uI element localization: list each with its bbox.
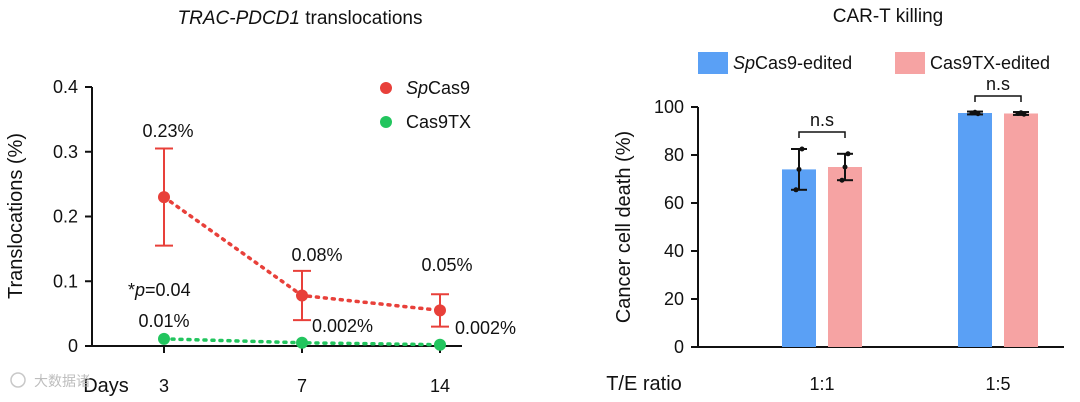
spcas9-point <box>296 289 308 302</box>
left-series <box>155 147 449 351</box>
spcas9-edited-data-point <box>796 166 802 172</box>
right-y-tick-label: 40 <box>664 241 684 261</box>
right-y-tick-label: 80 <box>664 145 684 165</box>
cas9tx-edited-bar <box>828 167 862 347</box>
left-y-tick-label: 0.3 <box>53 142 78 162</box>
right-chart-title: CAR-T killing <box>833 6 944 27</box>
right-y-ticks: 0 20 40 60 80 100 <box>654 97 698 357</box>
left-chart-title: TRAC-PDCD1 translocations <box>178 8 423 29</box>
right-x-label: T/E ratio <box>606 373 682 395</box>
cas9tx-point <box>434 338 446 351</box>
right-x-tick-label: 1:1 <box>809 374 834 394</box>
legend-spcas9-edited-label: SpCas9-edited <box>733 53 852 73</box>
watermark: 大数据诸 <box>10 372 90 389</box>
spcas9-edited-bar <box>782 169 816 347</box>
left-x-tick-label: 7 <box>297 376 307 396</box>
cas9tx-edited-bar <box>1004 113 1038 347</box>
spcas9-edited-data-point <box>975 111 981 117</box>
watermark-logo-icon <box>10 372 26 388</box>
significance-brackets: n.s n.s <box>798 74 1022 138</box>
significance-label: n.s <box>810 110 834 130</box>
legend-cas9tx-edited-label: Cas9TX-edited <box>930 53 1050 73</box>
data-label: 0.23% <box>142 121 193 141</box>
spcas9-point <box>158 191 170 204</box>
right-y-tick-label: 100 <box>654 97 684 117</box>
left-y-tick-label: 0.2 <box>53 207 78 227</box>
legend-cas9tx-label: Cas9TX <box>406 112 471 132</box>
left-y-label: Translocations (%) <box>5 133 27 299</box>
right-y-label: Cancer cell death (%) <box>613 131 635 323</box>
p-value-annotation: *p=0.04 <box>128 280 191 300</box>
cas9tx-edited-data-point <box>839 177 845 183</box>
significance-bracket <box>974 95 1022 102</box>
right-x-tick-label: 1:5 <box>985 374 1010 394</box>
cas9tx-edited-data-point <box>842 164 848 170</box>
right-y-tick-label: 60 <box>664 193 684 213</box>
spcas9-point <box>434 304 446 317</box>
right-legend: SpCas9-edited Cas9TX-edited <box>698 52 1050 74</box>
data-label: 0.002% <box>312 316 373 336</box>
left-x-ticks: 3 7 14 <box>159 346 450 396</box>
data-label: 0.002% <box>455 318 516 338</box>
left-y-ticks: 0 0.1 0.2 0.3 0.4 <box>53 77 92 356</box>
left-y-tick-label: 0 <box>68 336 78 356</box>
left-data-labels: 0.23% 0.08% 0.05% 0.01% 0.002% 0.002% <box>138 121 516 338</box>
right-x-ticks: 1:1 1:5 <box>809 374 1010 394</box>
right-bars <box>782 109 1038 347</box>
significance-bracket <box>798 131 846 138</box>
left-legend: SpCas9 Cas9TX <box>380 78 471 132</box>
data-label: 0.01% <box>138 311 189 331</box>
left-y-tick-label: 0.4 <box>53 77 78 97</box>
legend-spcas9-marker <box>380 82 392 94</box>
cas9tx-edited-data-point <box>1021 111 1027 117</box>
left-y-tick-label: 0.1 <box>53 271 78 291</box>
legend-spcas9-label: SpCas9 <box>406 78 470 98</box>
left-x-tick-label: 14 <box>430 376 450 396</box>
right-y-tick-label: 20 <box>664 289 684 309</box>
data-label: 0.05% <box>421 255 472 275</box>
right-y-tick-label: 0 <box>674 337 684 357</box>
left-x-tick-label: 3 <box>159 376 169 396</box>
watermark-text: 大数据诸 <box>34 373 90 389</box>
legend-spcas9-edited-swatch <box>698 52 728 74</box>
spcas9-edited-data-point <box>793 187 799 193</box>
right-chart: CAR-T killing SpCas9-edited Cas9TX-edite… <box>606 6 1064 395</box>
cas9tx-point <box>296 336 308 349</box>
left-x-label: Days <box>83 375 129 397</box>
significance-label: n.s <box>986 74 1010 94</box>
legend-cas9tx-marker <box>380 116 392 128</box>
left-chart: TRAC-PDCD1 translocations 00.10.20.30.4 … <box>5 8 516 397</box>
legend-cas9tx-edited-swatch <box>895 52 925 74</box>
spcas9-edited-bar <box>958 113 992 347</box>
spcas9-edited-data-point <box>799 146 805 152</box>
data-label: 0.08% <box>291 245 342 265</box>
cas9tx-edited-data-point <box>845 151 851 157</box>
cas9tx-point <box>158 332 170 345</box>
